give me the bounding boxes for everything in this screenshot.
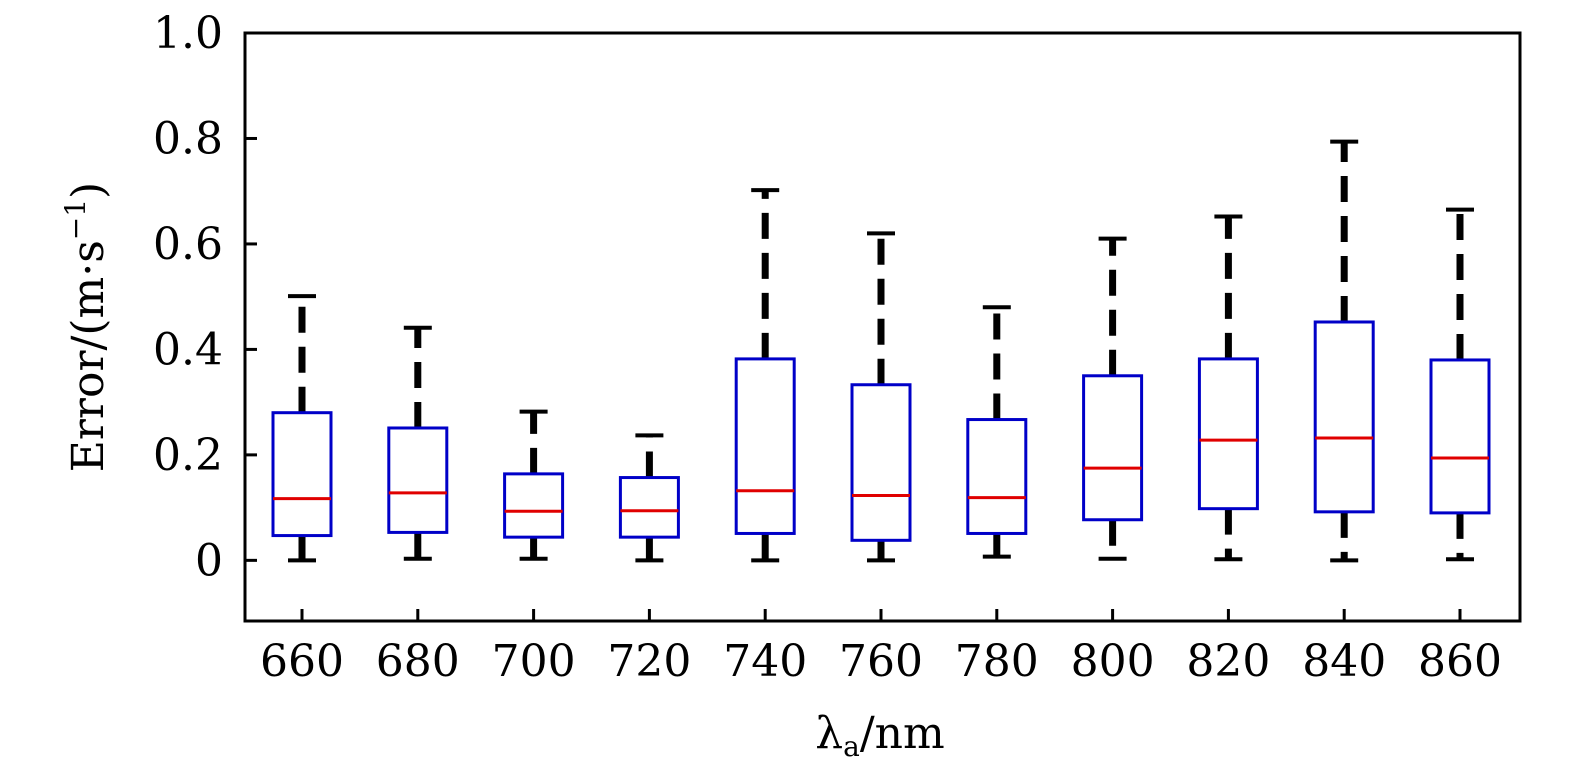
box-group-840 <box>1313 139 1375 563</box>
plot-marks <box>271 139 1491 563</box>
y-axis-label: Error/(m·s−1) <box>59 182 114 472</box>
x-tick-label-820: 820 <box>1186 636 1270 687</box>
x-tick-label-700: 700 <box>492 636 576 687</box>
y-tick-label-0: 0 <box>195 535 223 586</box>
box-group-760 <box>850 231 912 563</box>
y-tick-label-0.2: 0.2 <box>153 430 223 481</box>
box <box>1197 357 1259 511</box>
x-tick-label-760: 760 <box>839 636 923 687</box>
box <box>1082 374 1144 522</box>
box <box>734 357 796 535</box>
box-group-820 <box>1197 214 1259 562</box>
x-tick-label-780: 780 <box>955 636 1039 687</box>
x-tick-label-680: 680 <box>376 636 460 687</box>
y-axis-label-exponent: −1 <box>59 199 92 240</box>
y-axis: 0 0.2 0.4 0.6 0.8 1.0 <box>153 8 257 586</box>
box-group-720 <box>618 433 680 563</box>
x-tick-label-860: 860 <box>1418 636 1502 687</box>
box <box>850 383 912 542</box>
y-tick-label-0.4: 0.4 <box>153 324 223 375</box>
box <box>271 411 333 538</box>
x-axis-label-unit: /nm <box>860 708 945 759</box>
box <box>1429 358 1491 515</box>
box <box>966 418 1028 535</box>
box-group-740 <box>734 188 796 563</box>
y-axis-label-main: Error/(m·s <box>63 240 114 472</box>
box <box>387 426 449 534</box>
box <box>618 476 680 539</box>
box-group-700 <box>503 409 565 561</box>
box-group-680 <box>387 325 449 561</box>
box <box>1313 320 1375 514</box>
x-tick-label-720: 720 <box>607 636 691 687</box>
x-axis-label-subscript: a <box>843 730 860 763</box>
y-axis-label-close: ) <box>63 182 114 199</box>
x-tick-label-840: 840 <box>1302 636 1386 687</box>
x-tick-label-740: 740 <box>723 636 807 687</box>
x-tick-label-800: 800 <box>1071 636 1155 687</box>
x-axis: 660 680 700 720 740 760 780 800 820 840 860 <box>260 609 1502 687</box>
y-tick-label-0.6: 0.6 <box>153 219 223 270</box>
box-group-780 <box>966 305 1028 559</box>
y-tick-label-1.0: 1.0 <box>153 8 223 59</box>
box-group-860 <box>1429 207 1491 562</box>
x-axis-label-symbol: λ <box>815 708 843 759</box>
x-axis-label: λa/nm <box>815 708 944 763</box>
x-tick-label-660: 660 <box>260 636 344 687</box>
box-group-800 <box>1082 236 1144 561</box>
box <box>503 472 565 539</box>
y-tick-label-0.8: 0.8 <box>153 113 223 164</box>
box-group-660 <box>271 294 333 563</box>
